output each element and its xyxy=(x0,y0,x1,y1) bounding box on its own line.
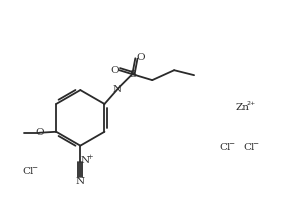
Text: N: N xyxy=(113,85,122,94)
Text: 2+: 2+ xyxy=(247,101,256,106)
Text: N: N xyxy=(76,177,85,186)
Text: −: − xyxy=(252,141,258,147)
Text: S: S xyxy=(129,70,136,79)
Text: N: N xyxy=(81,156,90,165)
Text: +: + xyxy=(87,154,93,160)
Text: O: O xyxy=(110,66,119,75)
Text: O: O xyxy=(35,128,44,137)
Text: Zn: Zn xyxy=(236,103,250,112)
Text: −: − xyxy=(229,141,235,147)
Text: Cl: Cl xyxy=(243,143,255,152)
Text: O: O xyxy=(136,53,145,62)
Text: Cl: Cl xyxy=(220,143,231,152)
Text: Cl: Cl xyxy=(23,167,34,176)
Text: −: − xyxy=(32,164,37,171)
